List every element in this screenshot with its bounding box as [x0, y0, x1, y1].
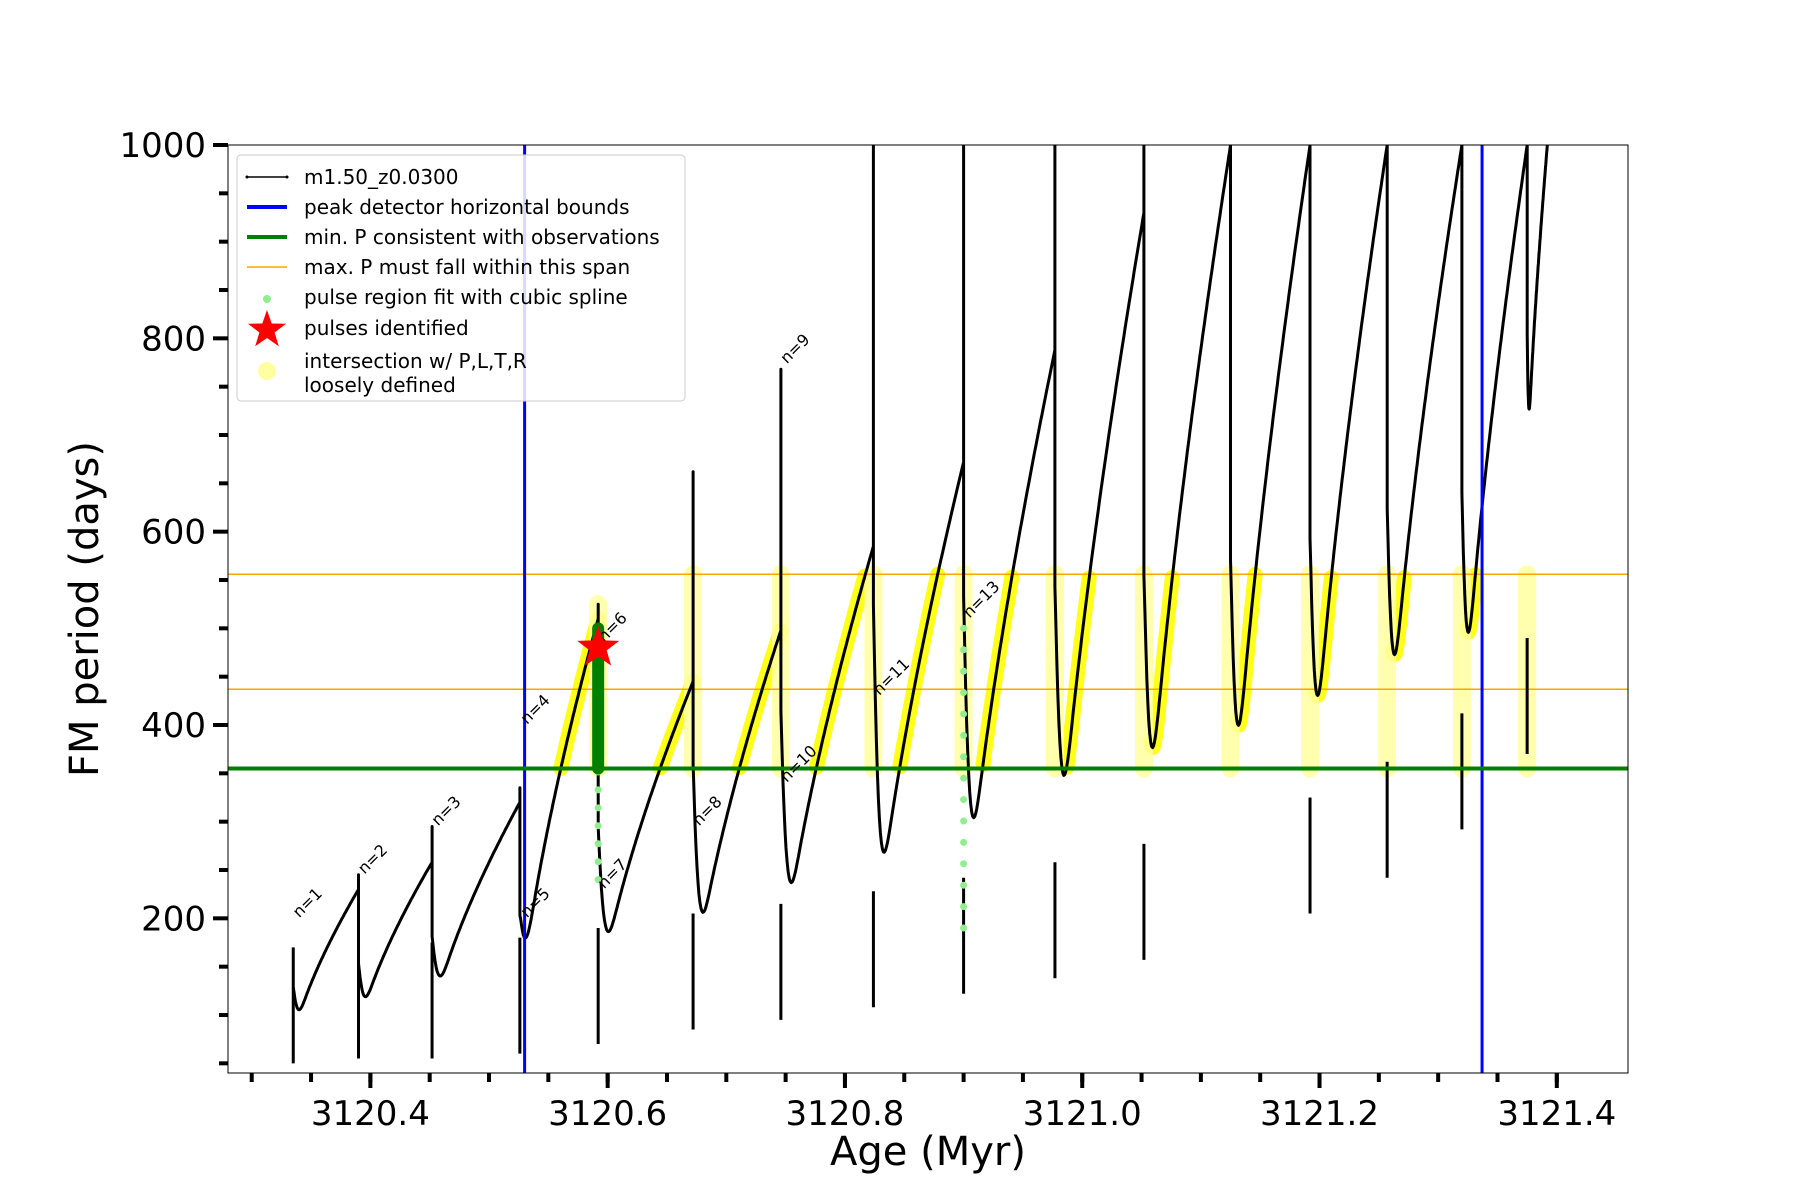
spline-point — [960, 710, 968, 718]
y-tick-label: 800 — [141, 319, 206, 359]
legend-label: peak detector horizontal bounds — [304, 195, 630, 219]
legend-label: pulse region fit with cubic spline — [304, 285, 628, 309]
horizontal-lines-layer — [228, 573, 1628, 690]
spline-point — [960, 689, 968, 697]
y-axis: 200 400 600 800 1000 — [119, 126, 228, 1066]
legend-swatch-star — [248, 310, 286, 347]
spline-point — [594, 840, 602, 848]
legend-label: intersection w/ P,L,T,R — [304, 349, 527, 373]
legend-swatch-marker — [245, 175, 249, 179]
pulse-star-layer — [577, 625, 620, 666]
x-tick-label: 3121.2 — [1260, 1094, 1379, 1134]
x-tick-label: 3120.8 — [785, 1094, 904, 1134]
spline-point — [960, 817, 968, 825]
legend-swatch-marker — [285, 175, 289, 179]
spline-point — [960, 753, 968, 761]
spline-point — [960, 903, 968, 911]
x-axis-label: Age (Myr) — [830, 1129, 1026, 1175]
pulse-identified-star — [577, 625, 620, 666]
legend-label: m1.50_z0.0300 — [304, 165, 459, 189]
x-tick-label: 3121.4 — [1497, 1094, 1616, 1134]
y-tick-label: 400 — [141, 706, 206, 746]
spline-point — [960, 774, 968, 782]
legend-label: min. P consistent with observations — [304, 225, 660, 249]
spline-point — [594, 822, 602, 830]
spline-point — [960, 624, 968, 632]
spline-point — [960, 881, 968, 889]
spline-point — [960, 924, 968, 932]
spline-point — [960, 796, 968, 804]
x-axis: 3120.4 3120.6 3120.8 3121.0 3121.2 3121.4 — [249, 1073, 1616, 1134]
y-axis-label: FM period (days) — [62, 441, 108, 777]
legend-label-line2: loosely defined — [304, 373, 456, 397]
spline-point — [594, 804, 602, 812]
spline-point — [960, 646, 968, 654]
spline-point — [594, 876, 602, 884]
y-tick-label: 600 — [141, 513, 206, 553]
model-curve-layer — [291, 145, 1549, 1064]
legend-label: max. P must fall within this span — [304, 255, 630, 279]
axes-frame — [227, 144, 1629, 1074]
y-tick-label: 1000 — [119, 126, 206, 166]
spline-point — [960, 860, 968, 868]
y-tick-label: 200 — [141, 899, 206, 939]
legend-frame — [236, 154, 686, 402]
legend-swatch-dot — [263, 295, 271, 303]
spline-point — [594, 786, 602, 794]
spline-point — [960, 667, 968, 675]
x-tick-label: 3120.4 — [311, 1094, 430, 1134]
legend-swatch-big-dot — [258, 362, 276, 380]
model-curve — [291, 145, 1549, 1012]
spline-point — [960, 838, 968, 846]
x-tick-label: 3120.6 — [548, 1094, 667, 1134]
legend-label: pulses identified — [304, 316, 469, 340]
x-tick-label: 3121.0 — [1023, 1094, 1142, 1134]
spline-point — [960, 731, 968, 739]
spline-point — [594, 858, 602, 866]
